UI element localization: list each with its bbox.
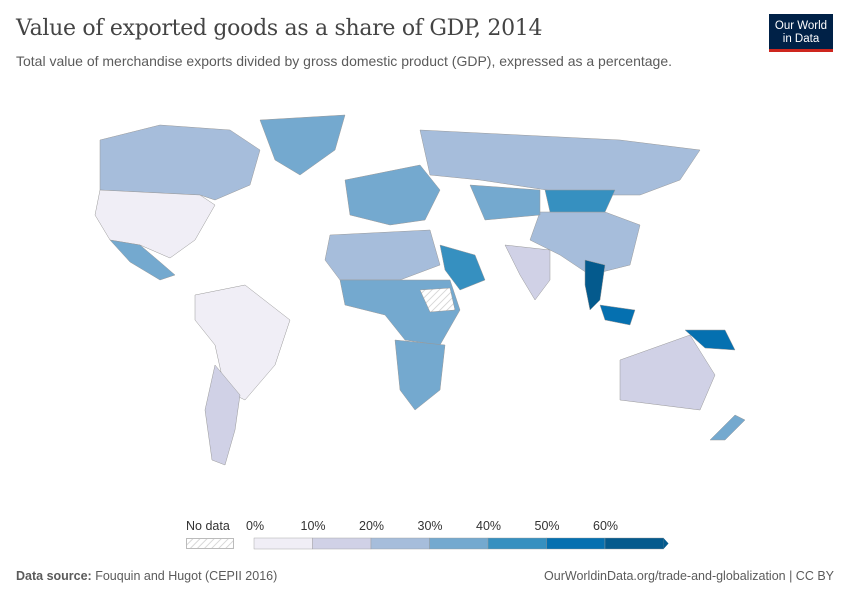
region-australia[interactable]	[619, 334, 716, 411]
legend-tick-label: 20%	[359, 519, 385, 533]
legend-bin-2[interactable]	[370, 537, 430, 550]
legend-tick-label: 10%	[300, 519, 326, 533]
owid-logo[interactable]: Our World in Data	[769, 14, 833, 52]
region-new-zealand[interactable]	[709, 414, 746, 441]
region-brazil[interactable]	[194, 284, 291, 401]
legend-color-bar	[253, 537, 669, 550]
region-argentina[interactable]	[204, 364, 241, 466]
legend-arrow	[663, 538, 669, 549]
region-saudi-arabia[interactable]	[439, 244, 486, 291]
region-canada[interactable]	[99, 124, 261, 201]
region-india[interactable]	[504, 244, 551, 301]
legend-tick-label: 50%	[534, 519, 560, 533]
source-note: Data source: Fouquin and Hugot (CEPII 20…	[16, 569, 277, 583]
legend-bin-5[interactable]	[546, 537, 606, 550]
region-malaysia[interactable]	[599, 304, 636, 326]
region-mexico[interactable]	[109, 239, 176, 281]
legend-bin-4[interactable]	[487, 537, 547, 550]
region-russia[interactable]	[419, 129, 701, 196]
region-papua-new-guinea[interactable]	[684, 329, 736, 351]
region-southern-africa[interactable]	[394, 339, 446, 411]
legend-tick-label: 40%	[476, 519, 502, 533]
logo-line-1: Our World	[774, 20, 828, 32]
region-greenland[interactable]	[259, 114, 346, 176]
region-vietnam[interactable]	[584, 259, 606, 311]
legend-tick-label: 0%	[246, 519, 265, 533]
legend-bin-1[interactable]	[312, 537, 372, 550]
legend-tick-label: 30%	[417, 519, 443, 533]
legend-no-data-label: No data	[186, 519, 230, 533]
region-china[interactable]	[529, 211, 641, 276]
source-link[interactable]: OurWorldinData.org/trade-and-globalizati…	[544, 569, 834, 583]
legend-bin-6[interactable]	[604, 537, 664, 550]
region-europe[interactable]	[344, 164, 441, 226]
legend-no-data-swatch	[186, 538, 234, 549]
chart-title: Value of exported goods as a share of GD…	[16, 16, 543, 41]
chart-subtitle: Total value of merchandise exports divid…	[16, 53, 672, 69]
legend-bin-0[interactable]	[253, 537, 313, 550]
region-mongolia[interactable]	[544, 189, 616, 213]
region-united-states[interactable]	[94, 189, 216, 259]
world-map[interactable]	[0, 100, 850, 470]
source-text: Fouquin and Hugot (CEPII 2016)	[95, 569, 278, 583]
legend: No data 0% 10% 20% 30% 40% 50% 60%	[0, 515, 850, 555]
legend-tick-label: 60%	[593, 519, 619, 533]
region-no-data[interactable]	[419, 287, 456, 313]
source-label: Data source:	[16, 569, 92, 583]
legend-bin-3[interactable]	[429, 537, 489, 550]
region-africa-north[interactable]	[324, 229, 441, 281]
region-kazakhstan[interactable]	[469, 184, 541, 221]
logo-line-2: in Data	[782, 33, 820, 45]
